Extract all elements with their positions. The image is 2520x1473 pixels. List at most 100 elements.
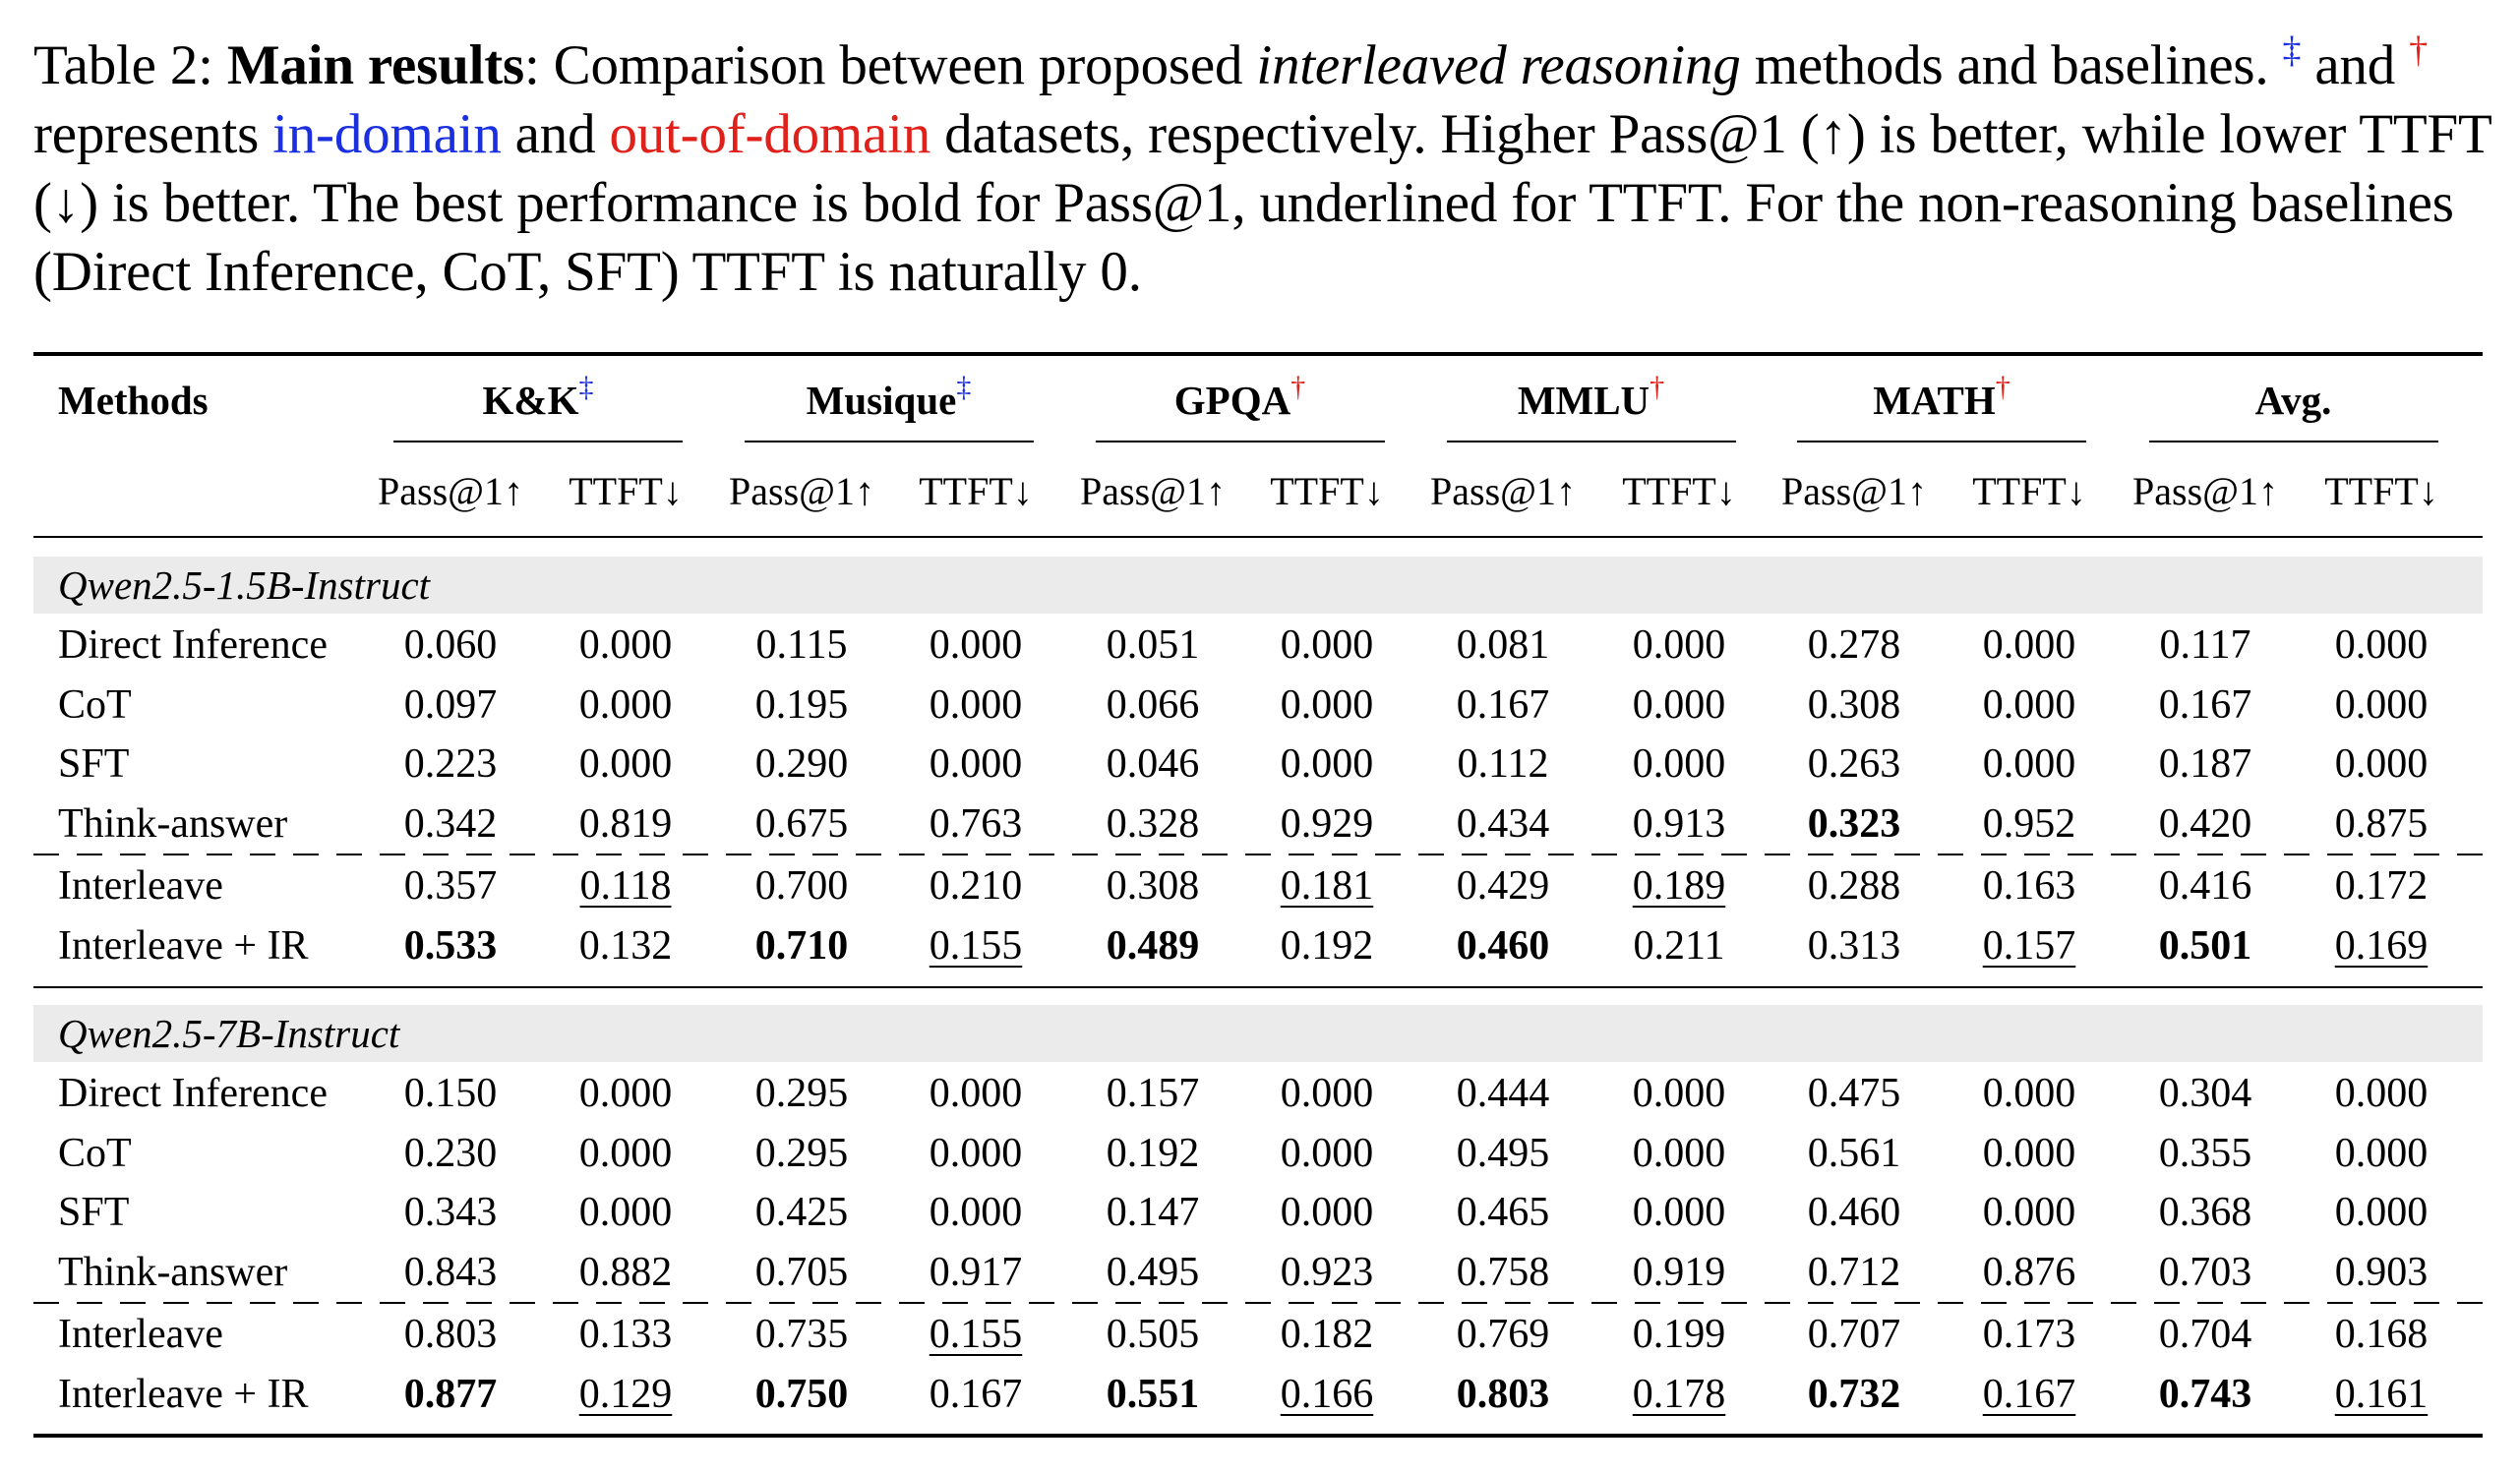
caption-represents: represents	[33, 103, 273, 165]
method-name: CoT	[58, 681, 132, 728]
ttft-cell: 0.000	[1238, 1183, 1415, 1242]
ttft-cell: 0.000	[1238, 616, 1415, 675]
cell-value: 0.097	[403, 681, 498, 728]
dataset-name: MATH	[1873, 378, 1996, 423]
cell-value: 0.000	[578, 1071, 673, 1116]
domain-mark: ‡	[578, 371, 594, 403]
cell-value: 0.308	[1106, 862, 1200, 909]
pass-at-1-cell: 0.192	[1064, 1124, 1241, 1183]
cell-value: 0.923	[1280, 1250, 1374, 1296]
header-rule	[33, 536, 2483, 538]
cell-value: 0.000	[1280, 681, 1374, 728]
cell-value: 0.278	[1807, 622, 1901, 668]
pass-at-1-header: Pass@1↑	[2132, 469, 2278, 513]
ttft-cell: 0.000	[1238, 1064, 1415, 1123]
cell-value: 0.051	[1106, 622, 1200, 668]
cell-value: 0.882	[578, 1250, 673, 1296]
ttft-cell: 0.000	[887, 676, 1064, 735]
method-name: Direct Inference	[58, 1071, 328, 1116]
cell-value: 0.750	[754, 1371, 849, 1417]
method-name: Interleave + IR	[58, 1371, 309, 1417]
pass-at-1-cell: 0.081	[1414, 616, 1591, 675]
pass-at-1-cell: 0.112	[1414, 735, 1591, 794]
pass-at-1-cell: 0.700	[713, 856, 890, 915]
ttft-cell: 0.192	[1238, 916, 1415, 975]
pass-at-1-cell: 0.429	[1414, 856, 1591, 915]
cell-value: 0.112	[1457, 741, 1549, 788]
cell-value: 0.295	[754, 1130, 849, 1176]
domain-mark: †	[1290, 371, 1306, 403]
method-name: SFT	[58, 741, 130, 788]
cell-value: 0.167	[929, 1371, 1023, 1417]
ttft-cell: 0.000	[537, 616, 714, 675]
pass-at-1-cell: 0.290	[713, 735, 890, 794]
dataset-header: MATH†	[1784, 373, 2099, 425]
cell-value: 0.803	[1456, 1371, 1550, 1417]
domain-mark: †	[1995, 371, 2010, 403]
cell-value: 0.000	[2334, 1130, 2429, 1176]
cell-value: 0.195	[754, 681, 849, 728]
cell-value: 0.150	[403, 1071, 498, 1116]
header-underline	[2148, 441, 2438, 442]
pass-at-1-cell: 0.355	[2117, 1124, 2294, 1183]
ttft-cell: 0.118	[537, 856, 714, 915]
pass-at-1-cell: 0.342	[362, 795, 539, 854]
cell-value: 0.460	[1807, 1190, 1901, 1236]
cell-value: 0.710	[754, 922, 849, 969]
pass-at-1-cell: 0.705	[713, 1243, 890, 1302]
pass-at-1-cell: 0.066	[1064, 676, 1241, 735]
dataset-header: MMLU†	[1434, 373, 1749, 425]
dataset-name: GPQA	[1173, 378, 1291, 423]
cell-value: 0.178	[1632, 1371, 1726, 1417]
caption-title: Main results	[226, 34, 524, 96]
caption-text-2: methods and baselines.	[1740, 34, 2269, 96]
ttft-cell: 0.000	[2293, 735, 2470, 794]
cell-value: 0.166	[1280, 1371, 1374, 1417]
cell-value: 0.189	[1632, 862, 1726, 909]
cell-value: 0.157	[1982, 922, 2076, 969]
ttft-cell: 0.913	[1590, 795, 1768, 854]
dagger-mark: †	[2409, 29, 2428, 71]
pass-at-1-cell: 0.561	[1766, 1124, 1943, 1183]
cell-value: 0.147	[1106, 1190, 1200, 1236]
cell-value: 0.000	[578, 1130, 673, 1176]
caption-italic: interleaved reasoning	[1256, 34, 1741, 96]
pass-at-1-cell: 0.117	[2117, 616, 2294, 675]
cell-value: 0.132	[578, 922, 673, 969]
pass-at-1-cell: 0.328	[1064, 795, 1241, 854]
cell-value: 0.000	[1632, 681, 1726, 728]
method-name: Think-answer	[58, 801, 288, 848]
pass-at-1-cell: 0.758	[1414, 1243, 1591, 1302]
cell-value: 0.732	[1807, 1371, 1901, 1417]
cell-value: 0.000	[1982, 741, 2076, 788]
header-underline	[393, 441, 683, 442]
ttft-cell: 0.000	[1941, 1064, 2118, 1123]
ttft-cell: 0.157	[1941, 916, 2118, 975]
pass-at-1-cell: 0.223	[362, 735, 539, 794]
cell-value: 0.000	[578, 741, 673, 788]
ttft-cell: 0.000	[537, 735, 714, 794]
ttft-cell: 0.173	[1941, 1305, 2118, 1364]
ttft-cell: 0.000	[1590, 676, 1768, 735]
pass-at-1-cell: 0.495	[1414, 1124, 1591, 1183]
pass-at-1-cell: 0.732	[1766, 1365, 1943, 1424]
ttft-cell: 0.155	[887, 1305, 1064, 1364]
pass-at-1-cell: 0.707	[1766, 1305, 1943, 1364]
cell-value: 0.000	[929, 622, 1023, 668]
cell-value: 0.000	[2334, 1190, 2429, 1236]
ttft-cell: 0.129	[537, 1365, 714, 1424]
caption-and: and	[2301, 34, 2410, 96]
header-underline	[1095, 441, 1385, 442]
ttft-cell: 0.167	[1941, 1365, 2118, 1424]
ttft-cell: 0.903	[2293, 1243, 2470, 1302]
cell-value: 0.167	[1982, 1371, 2076, 1417]
cell-value: 0.000	[1280, 1190, 1374, 1236]
ttft-cell: 0.000	[1941, 1124, 2118, 1183]
cell-value: 0.323	[1807, 801, 1901, 848]
cell-value: 0.495	[1456, 1130, 1550, 1176]
ttft-cell: 0.763	[887, 795, 1064, 854]
in-domain-label: in-domain	[272, 103, 502, 165]
ttft-cell: 0.882	[537, 1243, 714, 1302]
out-of-domain-label: out-of-domain	[609, 103, 931, 165]
dataset-header: Musique‡	[732, 373, 1047, 425]
